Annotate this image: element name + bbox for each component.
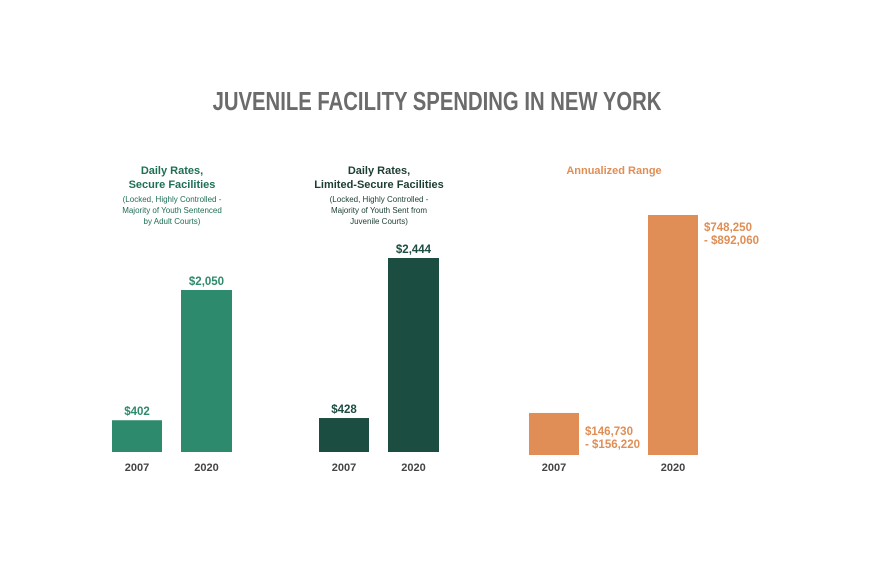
x-tick-label: 2020 (194, 462, 218, 474)
chart-panel-1: Daily Rates, Secure Facilities (Locked, Hi… (112, 165, 232, 474)
bar-2007 (112, 420, 162, 452)
data-label: $2,050 (189, 276, 224, 288)
x-tick-label: 2020 (401, 462, 425, 474)
data-label: $428 (331, 404, 357, 416)
chart-panel-2: Daily Rates, Limited-Secure Facilities (Lo… (314, 165, 444, 474)
bar-2020 (388, 258, 439, 452)
panel-note: (Locked, Highly Controlled -Majority of … (122, 195, 222, 226)
x-tick-label: 2007 (332, 462, 356, 474)
x-tick-label: 2007 (125, 462, 149, 474)
x-tick-label: 2007 (542, 462, 566, 474)
x-tick-label: 2020 (661, 462, 685, 474)
data-label: $2,444 (396, 244, 432, 256)
bar-2020 (648, 215, 698, 455)
data-label: $402 (124, 406, 150, 418)
bar-2007 (319, 418, 369, 452)
bar-2007 (529, 412, 579, 455)
data-label: $146,730- $156,220 (585, 426, 640, 451)
panel-title: Daily Rates, Secure Facilities (129, 165, 216, 191)
panel-title: Annualized Range (566, 165, 661, 177)
panel-title: Daily Rates, Limited-Secure Facilities (314, 165, 444, 191)
bar-2020 (181, 290, 232, 452)
panel-note: (Locked, Highly Controlled -Majority of … (330, 195, 429, 226)
chart-title: JUVENILE FACILITY SPENDING IN NEW YORK (212, 86, 662, 116)
chart-panel-3: Annualized Range $146,730- $156,220 2007 $7… (529, 165, 759, 474)
data-label: $748,250- $892,060 (704, 222, 759, 247)
